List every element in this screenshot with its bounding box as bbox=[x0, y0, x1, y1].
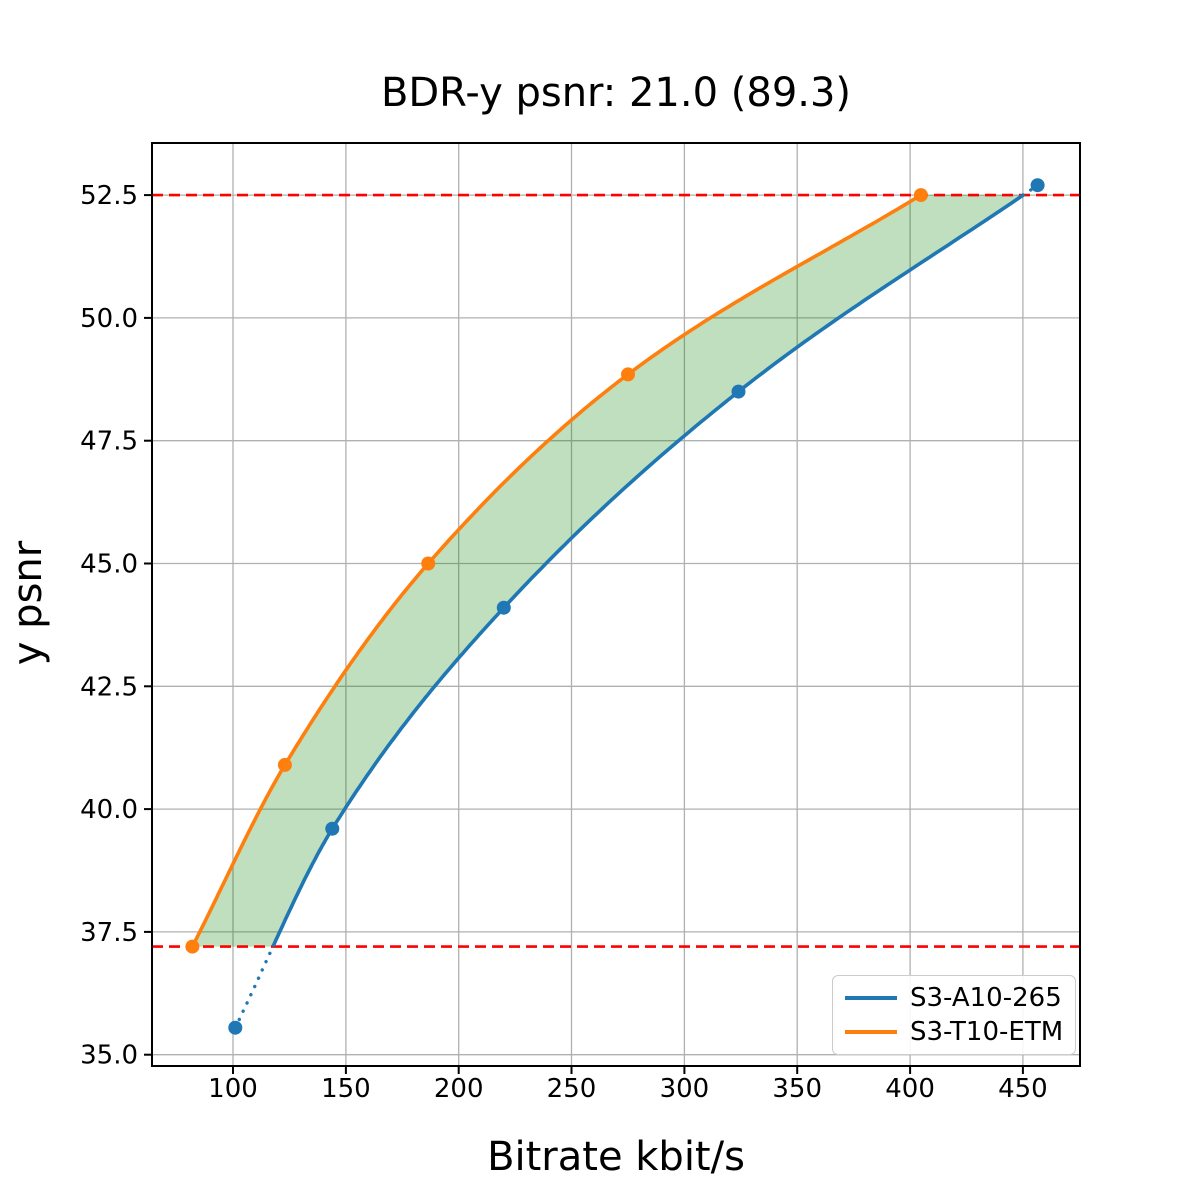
chart-title: BDR-y psnr: 21.0 (89.3) bbox=[380, 70, 852, 116]
bd-shaded-region bbox=[192, 195, 1024, 947]
svg-text:400: 400 bbox=[885, 1074, 935, 1104]
legend: S3-A10-265 S3-T10-ETM bbox=[832, 975, 1077, 1055]
tick-marks bbox=[144, 194, 1024, 1074]
svg-text:250: 250 bbox=[547, 1074, 597, 1104]
svg-text:450: 450 bbox=[998, 1074, 1048, 1104]
svg-text:42.5: 42.5 bbox=[80, 672, 138, 702]
x-axis-label: Bitrate kbit/s bbox=[487, 1134, 745, 1180]
svg-text:52.5: 52.5 bbox=[80, 181, 138, 211]
axes-frame bbox=[151, 142, 1081, 1067]
y-tick-labels: 35.0 37.5 40.0 42.5 45.0 47.5 50.0 52.5 bbox=[80, 181, 138, 1071]
x-tick-labels: 100 150 200 250 300 350 400 450 bbox=[208, 1074, 1048, 1104]
legend-item-s3-t10-etm: S3-T10-ETM bbox=[845, 1015, 1063, 1049]
series-curves bbox=[190, 183, 1040, 1030]
y-axis-label: y psnr bbox=[5, 540, 51, 666]
data-point-markers bbox=[185, 178, 1045, 1035]
svg-text:50.0: 50.0 bbox=[80, 304, 138, 334]
svg-text:100: 100 bbox=[208, 1074, 258, 1104]
svg-text:300: 300 bbox=[660, 1074, 710, 1104]
svg-text:47.5: 47.5 bbox=[80, 427, 138, 457]
legend-label-s3-t10-etm: S3-T10-ETM bbox=[910, 1017, 1064, 1047]
legend-label-s3-a10-265: S3-A10-265 bbox=[910, 983, 1062, 1013]
legend-line-sample-orange bbox=[845, 1030, 897, 1034]
svg-text:150: 150 bbox=[321, 1074, 371, 1104]
gridlines bbox=[152, 143, 1080, 1066]
svg-text:40.0: 40.0 bbox=[80, 795, 138, 825]
legend-item-s3-a10-265: S3-A10-265 bbox=[845, 981, 1063, 1015]
legend-line-sample-blue bbox=[845, 996, 897, 1000]
svg-text:45.0: 45.0 bbox=[80, 550, 138, 580]
svg-text:200: 200 bbox=[434, 1074, 484, 1104]
svg-text:35.0: 35.0 bbox=[80, 1041, 138, 1071]
svg-text:37.5: 37.5 bbox=[80, 918, 138, 948]
svg-text:350: 350 bbox=[772, 1074, 822, 1104]
